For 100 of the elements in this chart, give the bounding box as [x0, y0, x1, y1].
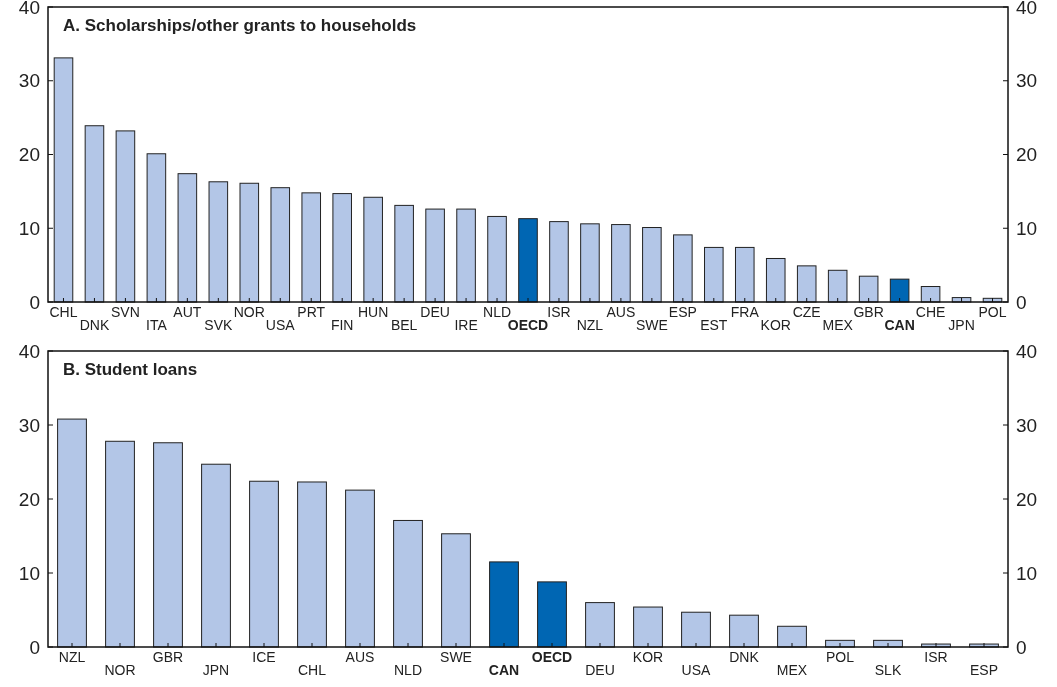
- x-tick-label: CAN: [884, 317, 915, 333]
- bar: [297, 481, 327, 648]
- x-tick-label: SVN: [111, 304, 140, 320]
- x-tick-label: ESP: [969, 662, 999, 678]
- bar: [345, 489, 375, 648]
- x-tick-label: KOR: [632, 649, 664, 665]
- bar: [489, 561, 519, 648]
- bar: [363, 196, 383, 303]
- y-tick-label: 0: [29, 636, 40, 658]
- x-tick-label: SVK: [204, 317, 233, 333]
- y-tick-label: 20: [18, 144, 40, 166]
- x-tick-label: ICE: [252, 649, 276, 665]
- y-tick-label: 40: [18, 0, 40, 18]
- x-tick-label: CHL: [49, 304, 78, 320]
- y-tick-label: 40: [18, 340, 40, 362]
- x-tick-label: ESP: [668, 304, 697, 320]
- x-tick-label: PRT: [297, 304, 326, 320]
- bar: [704, 246, 724, 303]
- bar: [734, 246, 755, 303]
- bar: [611, 224, 631, 303]
- bar: [105, 440, 135, 648]
- x-tick-label: EST: [700, 317, 728, 333]
- y2-tick-label: 40: [1016, 0, 1038, 18]
- bar: [177, 173, 198, 303]
- bar: [249, 480, 279, 648]
- y-tick-label: 10: [18, 562, 40, 584]
- bar: [201, 463, 231, 648]
- x-tick-label: CAN: [488, 662, 520, 678]
- bar: [332, 193, 352, 303]
- bar: [549, 221, 569, 303]
- x-tick-label: JPN: [948, 317, 975, 333]
- x-tick-label: FRA: [730, 304, 760, 320]
- bar: [642, 227, 662, 303]
- y-tick-label: 30: [18, 70, 40, 92]
- x-tick-label: NZL: [576, 317, 604, 333]
- bar: [681, 611, 711, 648]
- bar: [673, 234, 693, 303]
- y-tick-label: 20: [18, 488, 40, 510]
- bar: [153, 442, 183, 648]
- x-tick-label: GBR: [152, 649, 184, 665]
- x-tick-label: DEU: [585, 662, 615, 678]
- text: A. Scholarships/other grants to households: [63, 16, 417, 35]
- text: B. Student loans: [63, 360, 198, 379]
- x-tick-label: USA: [265, 317, 296, 333]
- y-tick-label: 30: [18, 414, 40, 436]
- x-tick-label: FIN: [330, 317, 354, 333]
- bar: [301, 192, 322, 303]
- bar: [84, 125, 105, 303]
- y2-tick-label: 20: [1016, 144, 1038, 166]
- bar: [796, 265, 817, 303]
- bar: [920, 286, 941, 303]
- x-tick-label: POL: [978, 304, 1007, 320]
- bar: [858, 275, 879, 303]
- bar: [270, 187, 291, 303]
- bar: [115, 130, 136, 303]
- y2-tick-label: 40: [1016, 340, 1038, 362]
- bar: [394, 204, 414, 303]
- y2-tick-label: 0: [1016, 291, 1027, 313]
- y2-tick-label: 10: [1016, 562, 1038, 584]
- x-tick-label: SWE: [635, 317, 668, 333]
- x-tick-label: BEL: [390, 317, 418, 333]
- x-tick-label: POL: [825, 649, 855, 665]
- bar: [580, 223, 600, 303]
- x-tick-label: NOR: [233, 304, 265, 320]
- x-tick-label: OECD: [531, 649, 573, 665]
- y-tick-label: 0: [29, 291, 40, 313]
- bar: [239, 182, 260, 303]
- x-tick-label: CHE: [915, 304, 946, 320]
- x-tick-label: JPN: [202, 662, 230, 678]
- x-tick-label: ITA: [146, 317, 168, 333]
- x-tick-label: NLD: [483, 304, 512, 320]
- bar: [146, 153, 167, 303]
- y2-tick-label: 20: [1016, 488, 1038, 510]
- bar: [208, 181, 229, 303]
- bar: [456, 208, 476, 303]
- bar: [487, 215, 507, 303]
- bar: [889, 278, 910, 303]
- x-tick-label: KOR: [760, 317, 791, 333]
- y2-tick-label: 0: [1016, 636, 1027, 658]
- y2-tick-label: 30: [1016, 414, 1038, 436]
- x-tick-label: CZE: [792, 304, 821, 320]
- x-tick-label: OECD: [507, 317, 549, 333]
- x-tick-label: HUN: [357, 304, 389, 320]
- bar: [537, 581, 567, 648]
- x-tick-label: SLK: [874, 662, 902, 678]
- bar: [729, 614, 759, 648]
- x-tick-label: ISR: [547, 304, 571, 320]
- x-tick-label: USA: [681, 662, 712, 678]
- bar: [425, 208, 445, 303]
- x-tick-label: NOR: [104, 662, 136, 678]
- x-tick-label: AUS: [606, 304, 636, 320]
- x-tick-label: CHL: [297, 662, 327, 678]
- x-tick-label: DNK: [729, 649, 760, 665]
- x-tick-label: NZL: [58, 649, 86, 665]
- x-tick-label: GBR: [853, 304, 884, 320]
- y-tick-label: 10: [18, 217, 40, 239]
- x-tick-label: SWE: [440, 649, 472, 665]
- bar: [765, 257, 786, 303]
- x-tick-label: DNK: [79, 317, 110, 333]
- x-tick-label: NLD: [393, 662, 423, 678]
